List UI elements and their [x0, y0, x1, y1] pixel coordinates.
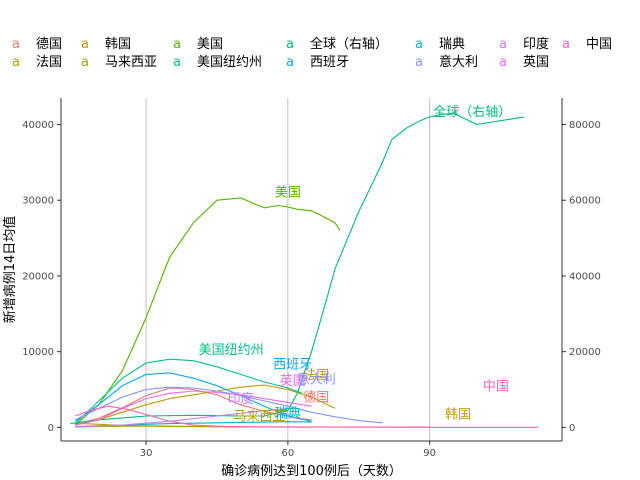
series-label-4: 法国	[303, 369, 329, 384]
series-line-4	[75, 384, 336, 426]
legend-item-1: a 韩国	[81, 37, 131, 52]
y-tick-label-30000: 30000	[22, 196, 54, 207]
legend-key-1: a	[81, 37, 89, 52]
x-tick-label-90: 90	[423, 448, 436, 459]
legend-label-7: 瑞典	[439, 37, 465, 52]
grid	[145, 98, 431, 441]
legend: a 德国 a 韩国 a 美国 a 全球（右轴） a 瑞典 a 印度 a 中国a 法国 a 马来西亚 a 美国纽约州 a…	[12, 36, 612, 70]
legend-key-9: a	[415, 55, 423, 70]
series-label-8: 西班牙	[273, 357, 312, 372]
series-label-3: 全球（右轴）	[433, 104, 511, 120]
legend-item-10: a 印度	[499, 36, 549, 52]
legend-key-0: a	[12, 37, 20, 52]
series-label-6: 美国纽约州	[199, 343, 264, 358]
series-line-2	[74, 197, 341, 426]
legend-item-0: a 德国	[12, 37, 62, 52]
series-label-9: 意大利	[297, 371, 336, 387]
legend-label-4: 法国	[36, 55, 62, 70]
series-label-0: 德国	[303, 391, 329, 406]
series-line-11	[75, 390, 312, 426]
legend-item-4: a 法国	[12, 55, 62, 70]
x-axis-title: 确诊病例达到100例后（天数）	[221, 464, 402, 479]
legend-label-12: 中国	[586, 37, 612, 52]
legend-item-7: a 瑞典	[415, 37, 465, 52]
legend-key-7: a	[415, 37, 423, 52]
legend-key-2: a	[173, 37, 181, 52]
series-label-7: 瑞典	[275, 407, 301, 422]
legend-item-8: a 西班牙	[286, 55, 349, 70]
legend-label-3: 全球（右轴）	[310, 36, 388, 52]
plot-background	[61, 98, 562, 441]
legend-label-0: 德国	[36, 37, 62, 52]
legend-item-5: a 马来西亚	[81, 55, 157, 70]
legend-label-8: 西班牙	[310, 55, 349, 70]
legend-label-6: 美国纽约州	[197, 55, 262, 70]
series-label-2: 美国	[275, 185, 301, 200]
y2-tick-label-0: 0	[569, 423, 575, 434]
legend-label-2: 美国	[197, 37, 223, 52]
x-tick-label-30: 30	[140, 448, 153, 459]
axes: 30 60 90 0 10000 20000 30000 40000 0 20000 40000 60…	[22, 98, 601, 459]
legend-label-9: 意大利	[439, 54, 478, 70]
legend-item-11: a 英国	[499, 55, 549, 70]
legend-label-1: 韩国	[105, 37, 131, 52]
legend-label-5: 马来西亚	[105, 55, 157, 70]
series-line-10	[75, 407, 288, 428]
y2-tick-label-80000: 80000	[569, 120, 601, 131]
series-label-1: 韩国	[445, 407, 471, 422]
y-tick-label-0: 0	[48, 423, 54, 434]
legend-label-11: 英国	[523, 55, 549, 70]
y-tick-label-20000: 20000	[22, 271, 54, 282]
legend-item-2: a 美国	[173, 37, 223, 52]
x-tick-label-60: 60	[282, 448, 295, 459]
y2-tick-label-60000: 60000	[569, 196, 601, 207]
y-tick-label-40000: 40000	[22, 120, 54, 131]
series-lines	[70, 112, 539, 428]
series-label-11: 英国	[280, 374, 306, 389]
legend-item-9: a 意大利	[415, 54, 478, 70]
series-label-12: 中国	[483, 379, 509, 394]
legend-key-6: a	[173, 55, 181, 70]
y-axis-title: 新增病例14日均值	[2, 216, 18, 324]
series-line-12	[75, 405, 539, 428]
series-label-10: 印度	[228, 391, 254, 407]
legend-key-8: a	[286, 55, 294, 70]
legend-key-10: a	[499, 37, 507, 52]
legend-key-5: a	[81, 55, 89, 70]
legend-key-3: a	[286, 37, 294, 52]
series-label-5: 马来西亚	[234, 410, 286, 425]
legend-item-12: a 中国	[562, 37, 612, 52]
legend-item-3: a 全球（右轴）	[286, 36, 388, 52]
legend-key-12: a	[562, 37, 570, 52]
series-line-6	[74, 358, 303, 424]
y2-tick-label-20000: 20000	[569, 347, 601, 358]
y-tick-label-10000: 10000	[22, 347, 54, 358]
legend-key-11: a	[499, 55, 507, 70]
legend-label-10: 印度	[523, 36, 549, 52]
legend-key-4: a	[12, 55, 20, 70]
y2-tick-label-40000: 40000	[569, 271, 601, 282]
legend-item-6: a 美国纽约州	[173, 55, 262, 70]
